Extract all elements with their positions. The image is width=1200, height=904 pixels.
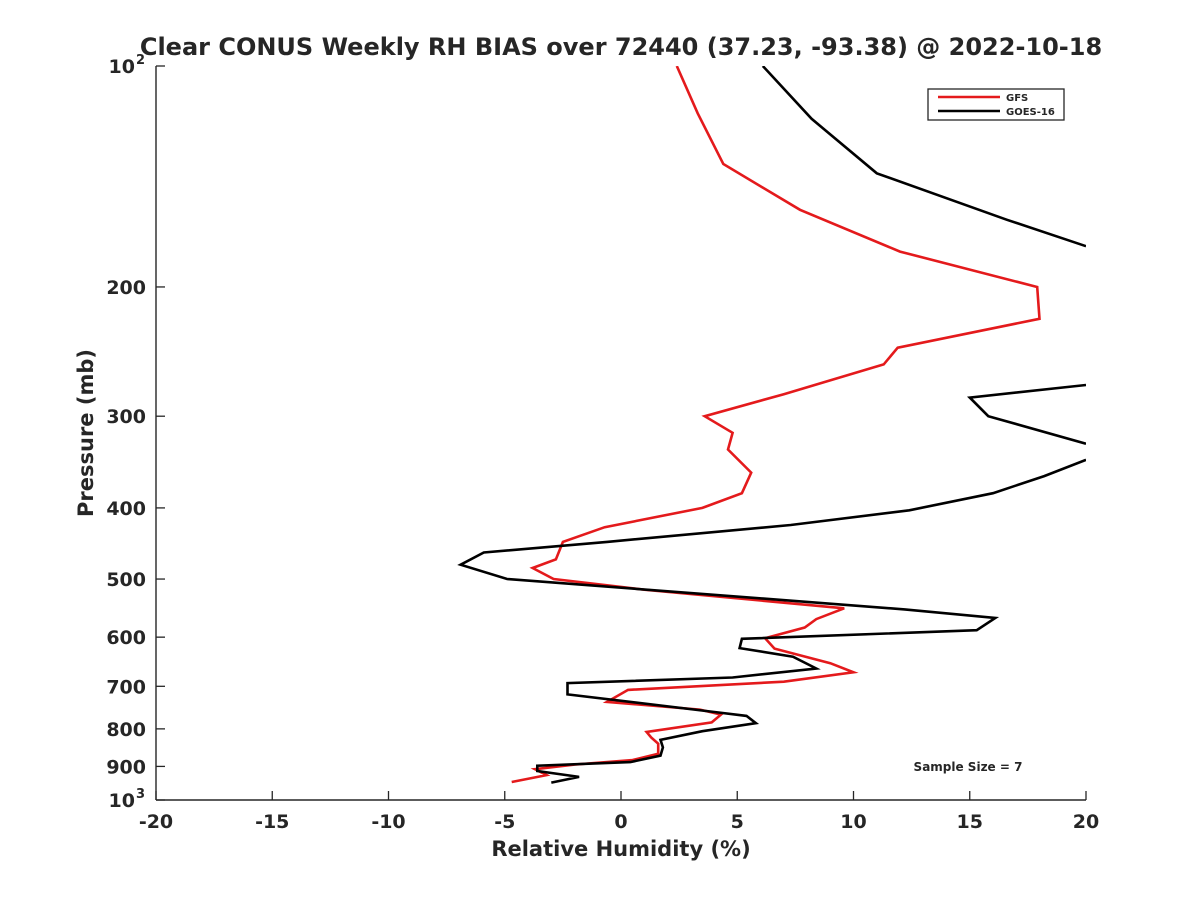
- y-tick-exponent: 3: [136, 787, 145, 802]
- x-tick-label: 10: [840, 811, 866, 833]
- series-goes-16: [457, 66, 1086, 784]
- x-tick-label: -20: [139, 811, 173, 833]
- y-tick-label: 500: [106, 569, 146, 591]
- plot-area: [457, 66, 1086, 784]
- x-tick-label: -15: [255, 811, 289, 833]
- x-tick-label: -10: [371, 811, 405, 833]
- x-tick-label: 20: [1073, 811, 1099, 833]
- x-tick-label: 0: [614, 811, 627, 833]
- x-tick-label: 15: [957, 811, 983, 833]
- sample-size-annotation: Sample Size = 7: [914, 760, 1023, 774]
- y-tick-label: 800: [106, 719, 146, 741]
- chart-title: Clear CONUS Weekly RH BIAS over 72440 (3…: [140, 33, 1102, 61]
- legend-label-goes16: GOES-16: [1006, 107, 1055, 118]
- series-gfs: [511, 66, 1041, 784]
- x-tick-label: 5: [731, 811, 744, 833]
- legend-box: [927, 88, 1065, 121]
- y-tick-label: 900: [106, 756, 146, 778]
- y-tick-label: 10: [109, 56, 135, 78]
- legend-label-gfs: GFS: [1006, 93, 1028, 104]
- y-tick-label: 300: [106, 406, 146, 428]
- y-tick-exponent: 2: [136, 53, 145, 68]
- y-tick-label: 700: [106, 676, 146, 698]
- x-tick-label: -5: [494, 811, 515, 833]
- y-axis-label: Pressure (mb): [74, 349, 98, 517]
- y-tick-label: 600: [106, 627, 146, 649]
- y-tick-label: 10: [109, 790, 135, 812]
- x-axis-label: Relative Humidity (%): [491, 837, 750, 861]
- y-tick-label: 200: [106, 277, 146, 299]
- series-line: [457, 66, 1086, 784]
- y-tick-label: 400: [106, 498, 146, 520]
- legend: GFS GOES-16: [927, 88, 1065, 121]
- series-line: [511, 66, 1041, 784]
